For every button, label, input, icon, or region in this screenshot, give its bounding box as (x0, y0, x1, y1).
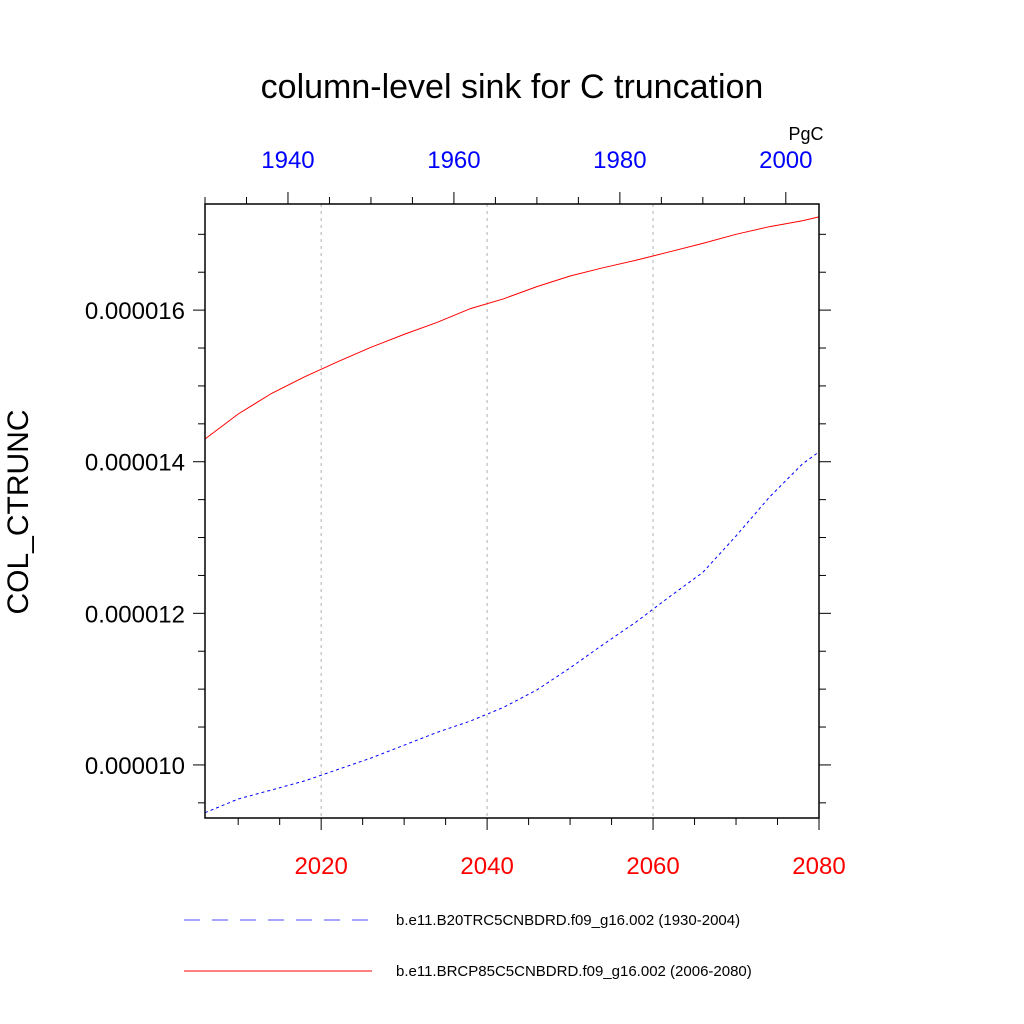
series-lines (204, 216, 820, 814)
top-x-tick-label: 1940 (261, 147, 314, 174)
y-axis-label: COL_CTRUNC (2, 409, 35, 614)
y-tick-label: 0.000016 (85, 298, 185, 325)
y-tick-label: 0.000010 (85, 753, 185, 780)
legend-label-1: b.e11.B20TRC5CNBDRD.f09_g16.002 (1930-20… (396, 912, 740, 929)
legend-label-2: b.e11.BRCP85C5CNBDRD.f09_g16.002 (2006-2… (396, 963, 752, 980)
tick-labels: 2020 2040 2060 2080 1940 1960 1980 2000 0.000010… (85, 147, 846, 880)
chart-title: column-level sink for C truncation (261, 68, 764, 106)
units-label: PgC (788, 124, 823, 144)
x-tick-label: 2020 (294, 853, 347, 880)
x-tick-label: 2040 (460, 853, 513, 880)
x-tick-label: 2060 (626, 853, 679, 880)
series-line-2 (204, 216, 820, 440)
grid-lines (320, 204, 654, 818)
y-tick-label: 0.000012 (85, 601, 185, 628)
top-x-tick-label: 1960 (427, 147, 480, 174)
top-x-tick-label: 1980 (593, 147, 646, 174)
series-line-1 (204, 451, 820, 814)
y-tick-label: 0.000014 (85, 450, 185, 477)
axis-ticks (193, 192, 831, 830)
plot-frame (204, 203, 820, 819)
legend: b.e11.B20TRC5CNBDRD.f09_g16.002 (1930-20… (184, 912, 752, 980)
top-x-tick-label: 2000 (759, 147, 812, 174)
x-tick-label: 2080 (792, 853, 845, 880)
